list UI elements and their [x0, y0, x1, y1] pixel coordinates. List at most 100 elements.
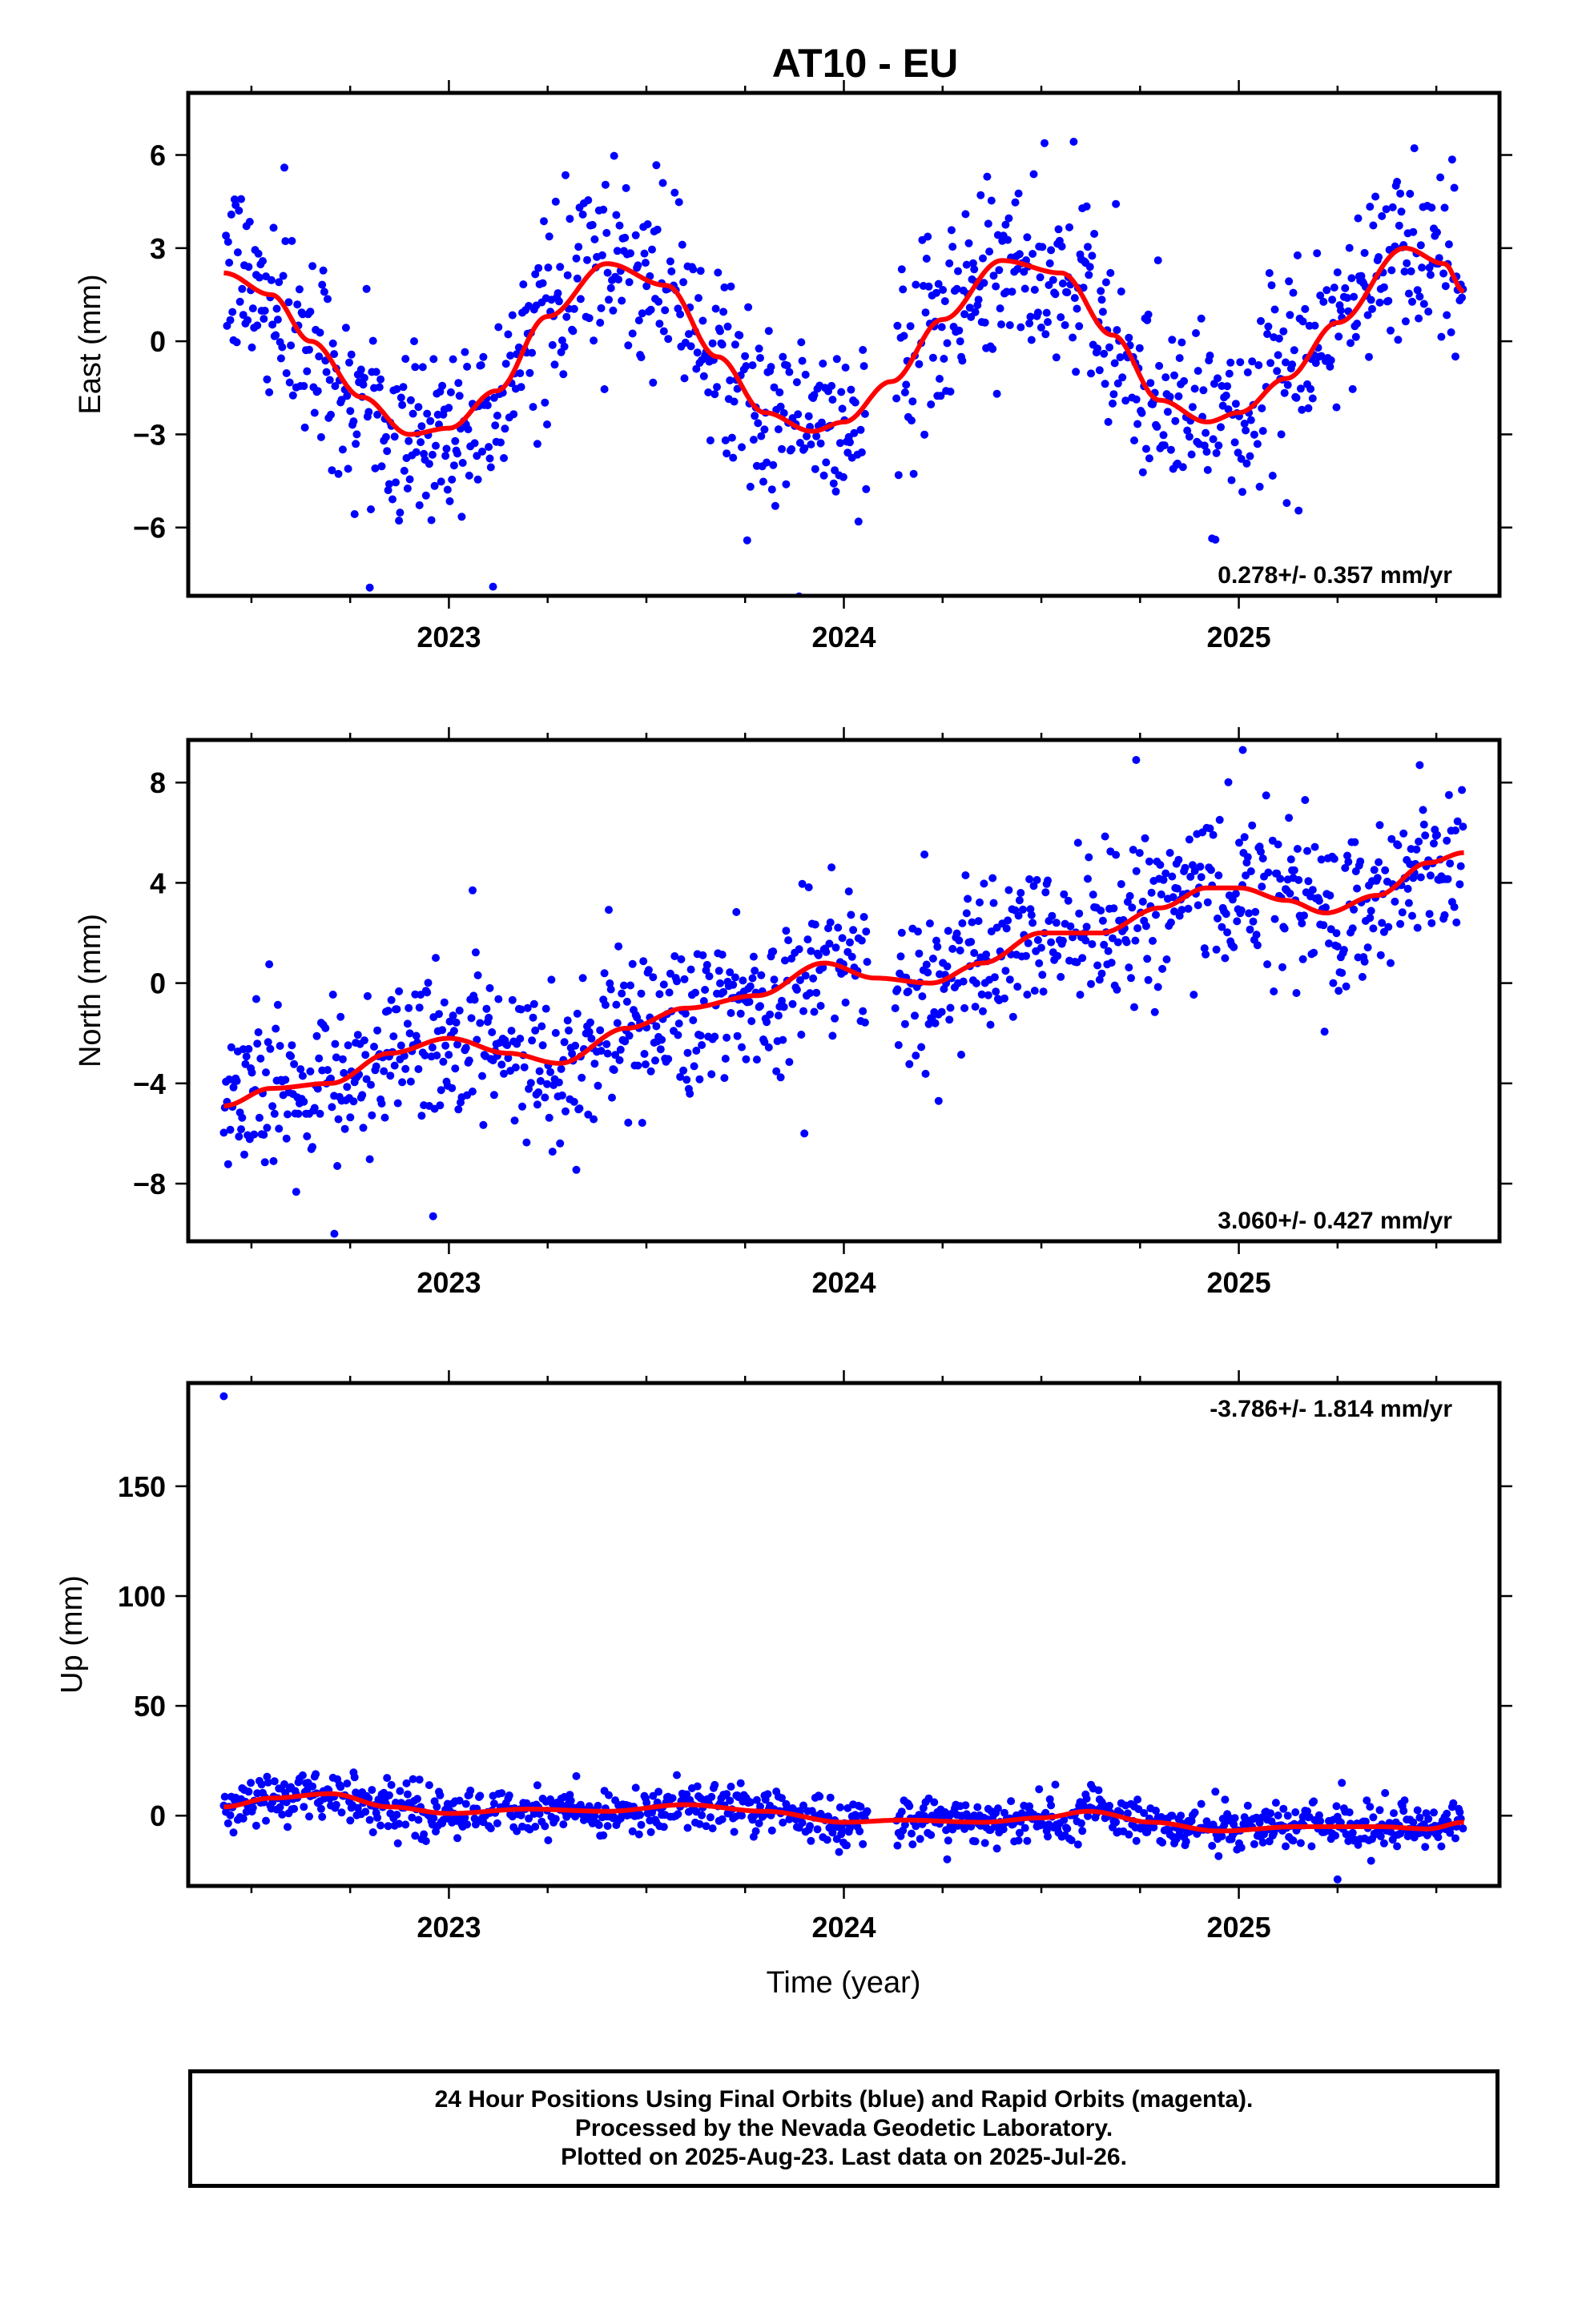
- data-point: [1404, 289, 1413, 298]
- data-point: [847, 911, 855, 919]
- data-point: [727, 1783, 735, 1791]
- data-point: [327, 1074, 335, 1083]
- data-point: [1065, 223, 1073, 231]
- data-point: [380, 1113, 389, 1122]
- data-point: [1250, 430, 1258, 439]
- data-point: [690, 1062, 698, 1071]
- data-point: [1387, 959, 1395, 967]
- data-point: [262, 1816, 270, 1825]
- data-point: [1258, 854, 1267, 862]
- data-point: [346, 1816, 355, 1825]
- data-point: [1187, 450, 1196, 459]
- data-point: [1325, 939, 1333, 948]
- data-point: [602, 228, 611, 237]
- data-point: [540, 217, 548, 226]
- data-point: [1047, 1801, 1056, 1810]
- data-point: [272, 304, 281, 313]
- data-point: [977, 990, 986, 999]
- data-point: [1398, 908, 1407, 917]
- data-point: [1419, 300, 1428, 308]
- data-point: [1396, 189, 1405, 198]
- data-point: [1181, 863, 1190, 872]
- data-point: [924, 968, 932, 977]
- data-point: [485, 1013, 493, 1022]
- data-point: [652, 1022, 661, 1031]
- data-point: [1310, 842, 1319, 851]
- data-point: [559, 1820, 568, 1829]
- data-point: [730, 397, 739, 406]
- data-point: [405, 1003, 413, 1012]
- data-point: [779, 1818, 787, 1827]
- data-point: [1413, 923, 1422, 932]
- data-point: [1076, 991, 1085, 999]
- rate-label: 3.060+/- 0.427 mm/yr: [1218, 1208, 1452, 1234]
- data-point: [1188, 403, 1197, 412]
- data-point: [1446, 859, 1455, 868]
- data-point: [1101, 380, 1109, 388]
- data-point: [1246, 452, 1254, 460]
- data-point: [465, 1056, 473, 1065]
- data-point: [1135, 344, 1144, 352]
- data-point: [440, 998, 449, 1007]
- data-point: [1240, 833, 1249, 842]
- data-point: [944, 1836, 952, 1845]
- footer-line-processed: Processed by the Nevada Geodetic Laborat…: [574, 2115, 1113, 2141]
- data-point: [1150, 1007, 1159, 1016]
- data-point: [396, 1787, 405, 1795]
- data-point: [541, 398, 549, 407]
- data-point: [980, 879, 988, 888]
- data-point: [1037, 324, 1045, 332]
- data-point: [1166, 445, 1175, 454]
- data-point: [860, 1018, 869, 1027]
- data-point: [362, 1075, 371, 1084]
- data-point: [748, 974, 757, 983]
- data-point: [392, 478, 400, 487]
- data-point: [1094, 1786, 1103, 1795]
- data-point: [1084, 243, 1092, 251]
- data-point: [226, 316, 235, 324]
- data-point: [707, 1792, 716, 1801]
- data-point: [255, 273, 264, 282]
- data-point: [719, 987, 728, 996]
- data-point: [244, 263, 253, 271]
- data-point: [854, 517, 863, 526]
- data-point: [714, 268, 723, 277]
- data-point: [767, 485, 776, 494]
- data-point: [646, 1827, 655, 1836]
- data-point: [806, 989, 815, 998]
- data-point: [702, 1822, 710, 1831]
- data-point: [328, 466, 336, 475]
- data-point: [529, 999, 538, 1008]
- data-point: [1211, 535, 1220, 544]
- data-point: [1399, 1807, 1408, 1815]
- data-point: [702, 960, 711, 969]
- data-point: [1353, 320, 1362, 328]
- data-point: [1291, 1808, 1300, 1816]
- data-point: [1426, 271, 1435, 279]
- data-point: [590, 336, 598, 345]
- data-point: [698, 1041, 706, 1049]
- data-point: [425, 460, 433, 468]
- data-point: [438, 1026, 447, 1035]
- data-point: [1278, 963, 1286, 971]
- data-point: [719, 308, 728, 316]
- data-point: [1270, 987, 1278, 995]
- data-point: [377, 462, 386, 471]
- data-point: [223, 238, 232, 246]
- data-point: [819, 471, 828, 480]
- data-point: [1375, 858, 1383, 866]
- data-point: [341, 324, 350, 332]
- data-point: [368, 1111, 376, 1120]
- data-point: [1224, 778, 1233, 786]
- data-point: [1237, 455, 1246, 463]
- data-point: [1443, 1809, 1451, 1818]
- data-point: [409, 409, 417, 418]
- data-point: [1338, 1779, 1347, 1787]
- x-tick-label: 2023: [417, 621, 481, 653]
- data-point: [767, 1826, 776, 1835]
- data-point: [733, 384, 742, 393]
- data-point: [1342, 1830, 1351, 1839]
- data-point: [349, 1097, 358, 1106]
- data-point: [710, 1780, 719, 1789]
- data-point: [906, 322, 915, 331]
